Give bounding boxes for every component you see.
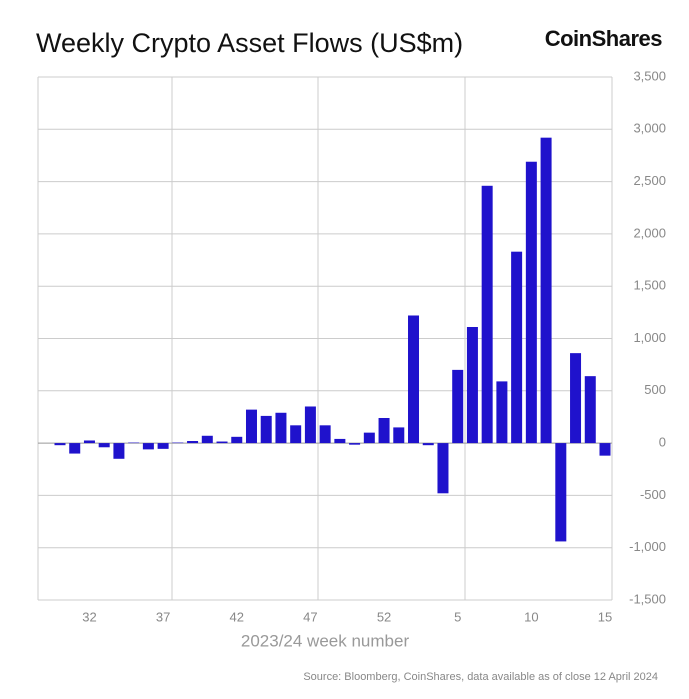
bar bbox=[511, 251, 523, 444]
bar bbox=[525, 161, 537, 444]
y-tick-label: -1,500 bbox=[629, 591, 666, 606]
chart-title: Weekly Crypto Asset Flows (US$m) bbox=[36, 28, 463, 58]
y-tick-label: 500 bbox=[644, 382, 666, 397]
bar bbox=[69, 443, 81, 454]
bar bbox=[245, 409, 257, 444]
bar bbox=[584, 376, 596, 444]
bar bbox=[422, 443, 434, 446]
bar bbox=[142, 443, 154, 450]
x-tick-label: 47 bbox=[303, 609, 317, 624]
bar bbox=[187, 441, 199, 444]
x-tick-label: 52 bbox=[377, 609, 391, 624]
x-tick-label: 42 bbox=[230, 609, 244, 624]
bar bbox=[363, 432, 375, 444]
y-tick-label: 0 bbox=[659, 435, 666, 450]
bar bbox=[304, 406, 316, 444]
y-tick-label: -500 bbox=[640, 487, 666, 502]
x-tick-label: 10 bbox=[524, 609, 538, 624]
y-tick-label: 3,000 bbox=[633, 121, 666, 136]
bar bbox=[113, 443, 125, 459]
bar bbox=[260, 415, 272, 444]
bar bbox=[378, 417, 390, 444]
bar bbox=[172, 442, 184, 444]
bar bbox=[83, 440, 95, 444]
bar bbox=[570, 353, 582, 444]
bar bbox=[466, 326, 478, 444]
bar bbox=[319, 425, 331, 444]
bar bbox=[393, 427, 405, 444]
y-tick-label: -1,000 bbox=[629, 539, 666, 554]
bar bbox=[128, 442, 140, 444]
x-tick-label: 15 bbox=[598, 609, 612, 624]
bar bbox=[98, 443, 110, 448]
source-note: Source: Bloomberg, CoinShares, data avai… bbox=[303, 671, 658, 683]
x-tick-label: 32 bbox=[82, 609, 96, 624]
bar bbox=[54, 443, 66, 446]
x-tick-label: 37 bbox=[156, 609, 170, 624]
bar bbox=[216, 441, 228, 444]
bar bbox=[540, 137, 552, 444]
y-tick-label: 1,500 bbox=[633, 278, 666, 293]
bar bbox=[201, 435, 213, 444]
bar bbox=[290, 425, 302, 444]
bar bbox=[452, 369, 464, 444]
y-tick-label: 2,500 bbox=[633, 173, 666, 188]
bar bbox=[599, 443, 611, 456]
bar bbox=[408, 315, 420, 444]
bar bbox=[496, 381, 508, 444]
y-tick-label: 1,000 bbox=[633, 330, 666, 345]
bar bbox=[334, 438, 346, 444]
bar bbox=[275, 412, 287, 444]
y-tick-label: 3,500 bbox=[633, 68, 666, 83]
bar bbox=[349, 443, 361, 445]
bar bbox=[157, 443, 169, 449]
bar bbox=[555, 443, 567, 542]
bar bbox=[231, 436, 243, 444]
bar bbox=[481, 185, 493, 444]
x-tick-label: 5 bbox=[454, 609, 461, 624]
brand-logo: CoinShares bbox=[545, 26, 663, 51]
x-axis-label: 2023/24 week number bbox=[241, 631, 410, 650]
bar bbox=[437, 443, 449, 494]
y-tick-label: 2,000 bbox=[633, 225, 666, 240]
